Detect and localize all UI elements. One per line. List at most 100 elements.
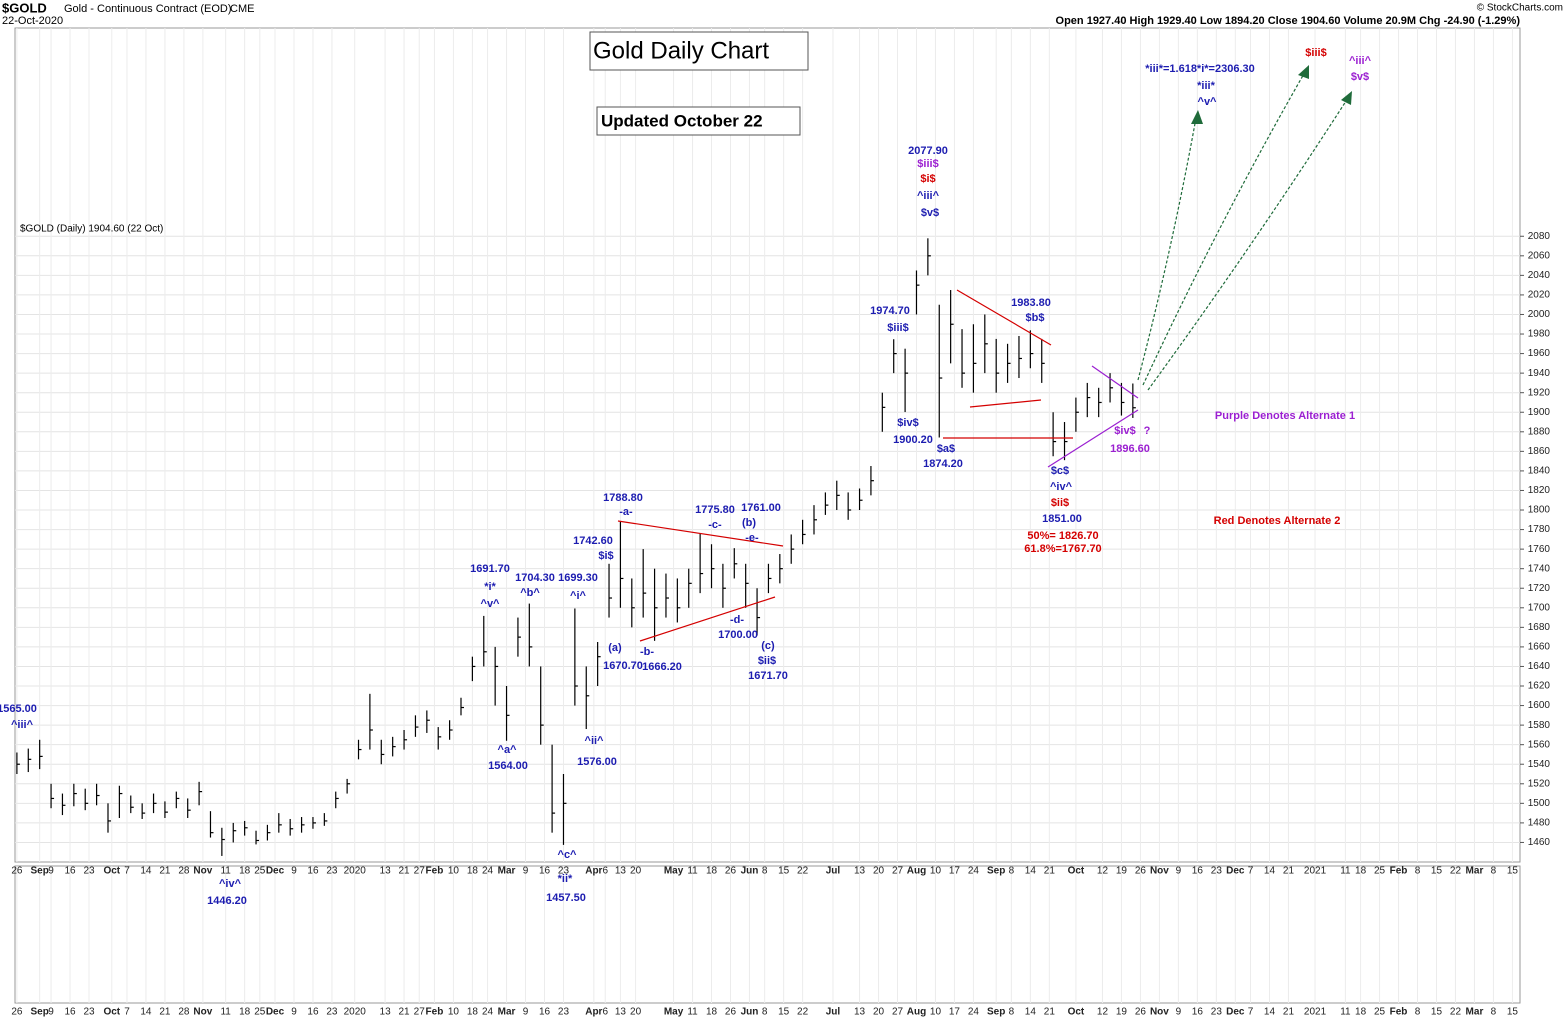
quote: Open 1927.40 High 1929.40 Low 1894.20 Cl…: [1056, 15, 1521, 27]
x-tick-label: 7: [1248, 866, 1254, 877]
x-tick-label: 16: [1192, 866, 1204, 877]
trend-line: [617, 520, 784, 547]
x-tick-label: 9: [291, 1007, 297, 1018]
x-tick-label: 11: [687, 866, 698, 877]
annotation: $v$: [921, 207, 939, 219]
x-tick-label: 21: [1044, 866, 1056, 877]
price-panel: [14, 27, 1521, 863]
annotation: $iii$: [887, 322, 908, 334]
x-tick-label: 25: [254, 1007, 266, 1018]
x-tick-label: 9: [523, 866, 529, 877]
x-tick-label: 23: [558, 866, 570, 877]
y-tick-label: 2040: [1528, 270, 1551, 281]
trend-lines: [617, 65, 1352, 642]
annotation: 1775.80: [695, 504, 735, 516]
x-tick-label: Feb: [1390, 866, 1408, 877]
x-tick-label: 13: [854, 866, 866, 877]
x-tick-label: Oct: [1068, 1007, 1085, 1018]
y-tick-label: 1700: [1528, 602, 1551, 613]
x-tick-label: 16: [307, 1007, 319, 1018]
y-tick-label: 1720: [1528, 583, 1551, 594]
annotation: ^v^: [481, 598, 501, 610]
annotation: 1874.20: [923, 458, 963, 470]
y-tick-label: 1880: [1528, 426, 1551, 437]
y-tick-label: 1640: [1528, 661, 1551, 672]
x-tick-label: 24: [968, 1007, 980, 1018]
annotation: 50%= 1826.70: [1027, 530, 1098, 542]
x-tick-label: 15: [1507, 1007, 1519, 1018]
annotation: 1671.70: [748, 670, 788, 682]
y-tick-label: 2000: [1528, 309, 1551, 320]
x-tick-label: 7: [1248, 1007, 1254, 1018]
x-tick-label: 18: [1355, 866, 1367, 877]
x-tick-label: Sep: [31, 866, 49, 877]
y-tick-label: 1660: [1528, 642, 1551, 653]
x-tick-label: 15: [1431, 1007, 1443, 1018]
x-tick-label: 26: [1135, 1007, 1147, 1018]
x-tick-label: 9: [1176, 1007, 1182, 1018]
x-tick-label: 8: [1491, 1007, 1497, 1018]
annotation: 1565.00: [0, 703, 37, 715]
annotation: ^v^: [1198, 96, 1218, 108]
subtitle-box: [596, 106, 801, 136]
annotation: 1564.00: [488, 760, 528, 772]
x-tick-label: Aug: [907, 1007, 926, 1018]
annotation: 1670.70: [603, 660, 643, 672]
annotation: $iii$: [1305, 47, 1326, 59]
x-tick-label: 23: [558, 1007, 570, 1018]
x-tick-label: Oct: [1068, 866, 1085, 877]
x-tick-label: 10: [448, 1007, 460, 1018]
annotation: $v$: [1351, 71, 1369, 83]
x-tick-label: Nov: [1150, 1007, 1169, 1018]
x-tick-label: Jul: [826, 866, 841, 877]
x-tick-label: 13: [615, 1007, 627, 1018]
y-tick-label: 1740: [1528, 563, 1551, 574]
x-tick-label: 8: [762, 866, 768, 877]
x-tick-label: Sep: [987, 1007, 1005, 1018]
x-tick-label: Mar: [498, 1007, 516, 1018]
arrow-head: [1191, 110, 1203, 124]
x-tick-label: 8: [1009, 1007, 1015, 1018]
annotation: ^iii^: [1349, 55, 1372, 67]
chart-title: Gold Daily Chart: [593, 37, 769, 64]
annotation: 1983.80: [1011, 297, 1051, 309]
arrow-head: [1298, 65, 1309, 79]
annotation: ^iii^: [917, 190, 940, 202]
x-tick-label: 21: [1283, 1007, 1295, 1018]
x-tick-label: 9: [48, 866, 54, 877]
x-tick-label: Sep: [987, 866, 1005, 877]
x-tick-label: 21: [1044, 1007, 1056, 1018]
y-tick-label: 2060: [1528, 250, 1551, 261]
trend-line: [969, 399, 1042, 408]
annotation: 1457.50: [546, 892, 586, 904]
y-tick-label: 1840: [1528, 466, 1551, 477]
annotation: ^iv^: [219, 878, 242, 890]
trend-line: [1047, 409, 1139, 468]
annotation: -a-: [619, 506, 633, 518]
annotation: 1788.80: [603, 492, 643, 504]
y-tick-label: 1900: [1528, 407, 1551, 418]
x-tick-label: 15: [1507, 866, 1519, 877]
x-tick-label: 22: [797, 1007, 809, 1018]
annotation: *iii*: [1197, 80, 1215, 92]
annotation: *i*: [484, 581, 496, 593]
x-tick-label: 23: [83, 1007, 95, 1018]
x-tick-label: 13: [615, 866, 627, 877]
x-tick-label: 14: [140, 1007, 152, 1018]
x-tick-label: 21: [159, 1007, 171, 1018]
x-tick-label: 16: [1192, 1007, 1204, 1018]
x-tick-label: 9: [291, 866, 297, 877]
x-tick-label: 22: [1450, 866, 1462, 877]
x-tick-label: 20: [630, 1007, 642, 1018]
x-tick-label: 12: [1097, 866, 1109, 877]
y-tick-label: 1600: [1528, 700, 1551, 711]
x-tick-label: 9: [1176, 866, 1182, 877]
x-tick-label: 16: [64, 866, 76, 877]
y-tick-label: 1540: [1528, 759, 1551, 770]
y-tick-label: 1760: [1528, 544, 1551, 555]
x-tick-label: 27: [414, 866, 426, 877]
x-tick-label: Feb: [426, 866, 444, 877]
annotation: (c): [761, 640, 775, 652]
x-tick-label: 15: [1431, 866, 1443, 877]
x-tick-label: Aug: [907, 866, 926, 877]
